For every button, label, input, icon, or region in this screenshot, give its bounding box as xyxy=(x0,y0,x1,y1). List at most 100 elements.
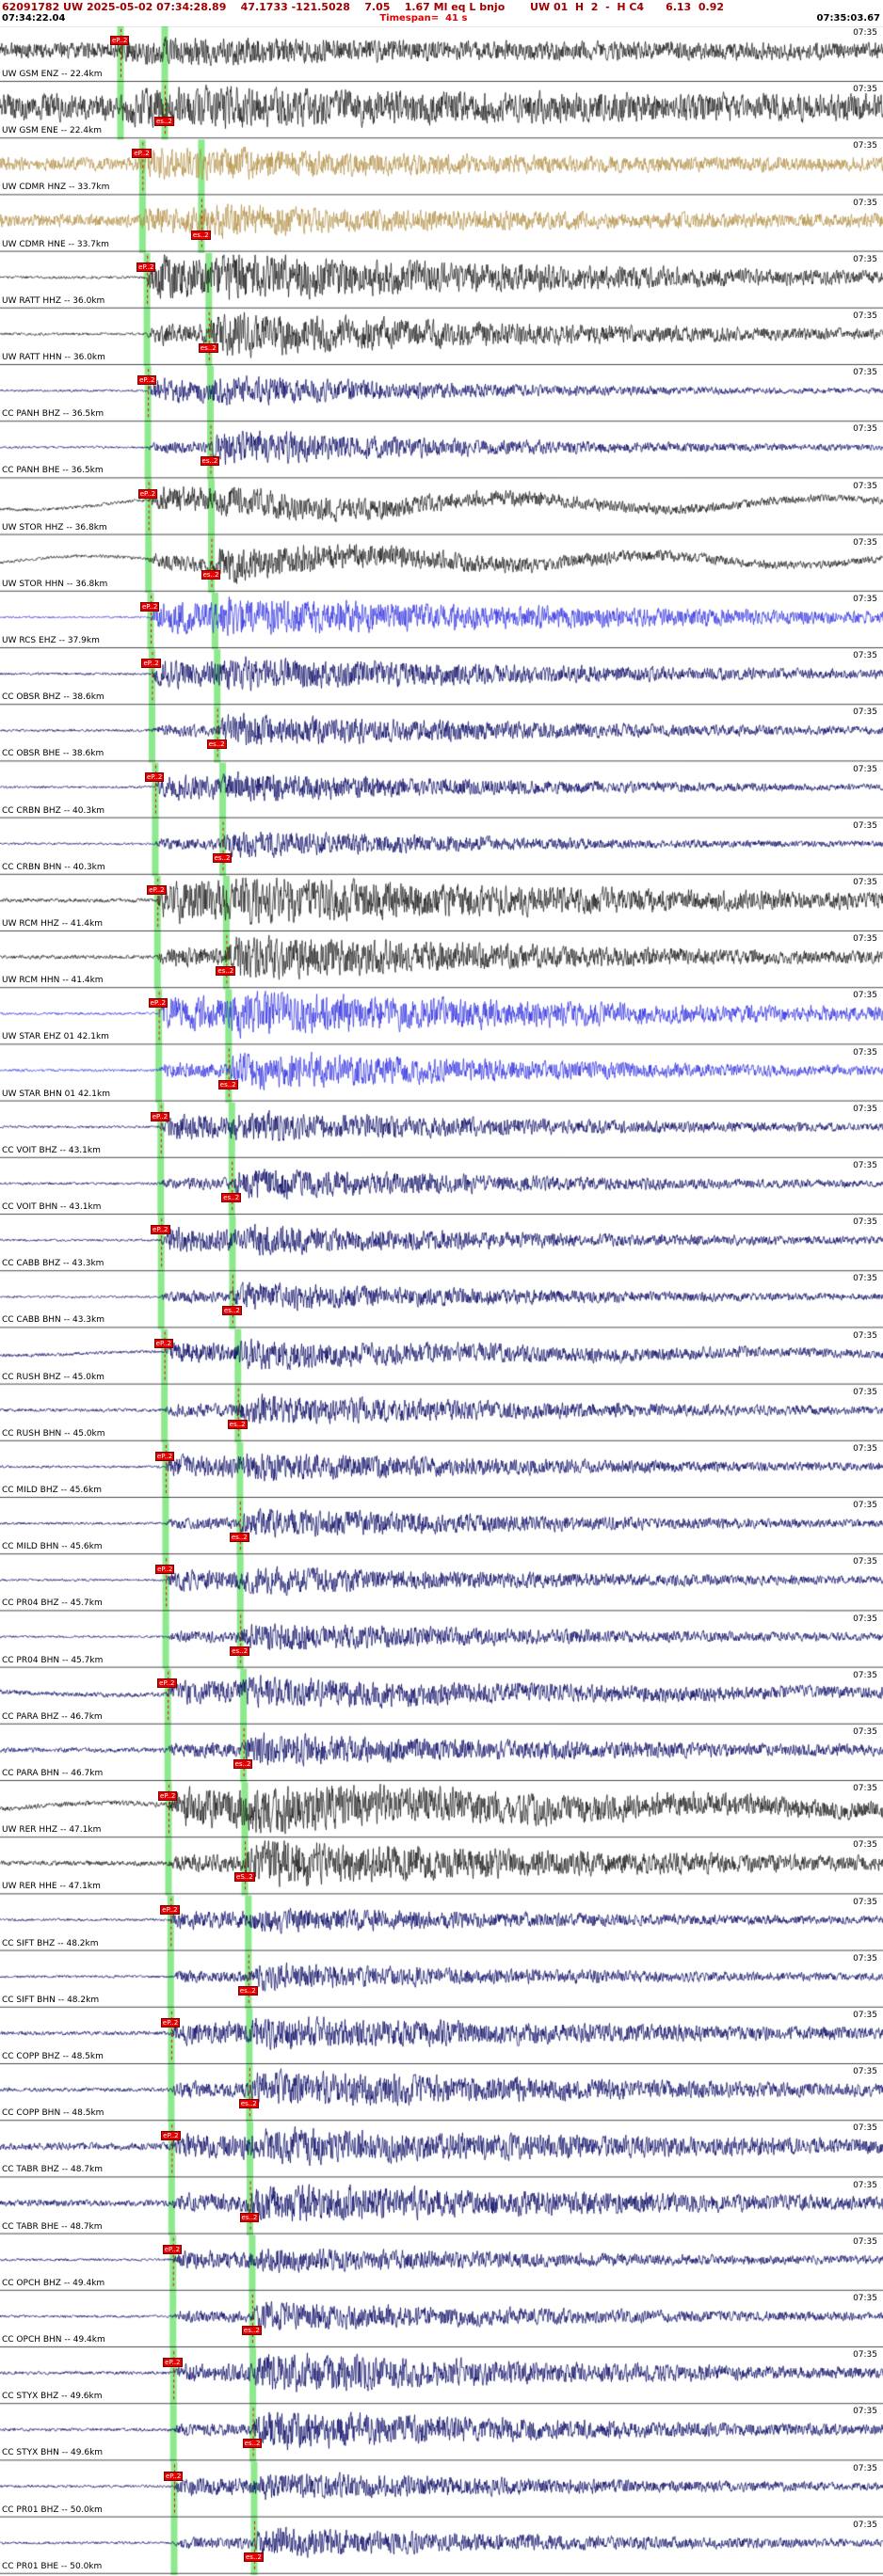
trace-row[interactable]: 07:35 CC OPCH BHN -- 49.4km es..2 xyxy=(0,2292,883,2348)
trace-row[interactable]: 07:35 UW RCM HHZ -- 41.4km eP..2 xyxy=(0,876,883,932)
pick-marker[interactable]: es..2 xyxy=(243,2552,264,2562)
row-time-label: 07:35 xyxy=(853,1727,877,1737)
pick-marker[interactable]: es..2 xyxy=(227,1419,248,1429)
pick-marker[interactable]: eP..2 xyxy=(136,262,156,272)
channel-label: CC CABB BHZ -- 43.3km xyxy=(2,1259,104,1269)
pick-marker[interactable]: eP..2 xyxy=(137,488,158,499)
trace-row[interactable]: 07:35 CC VOIT BHZ -- 43.1km eP..2 xyxy=(0,1103,883,1159)
trace-row[interactable]: 07:35 CC COPP BHN -- 48.5km es..2 xyxy=(0,2065,883,2122)
trace-row[interactable]: 07:35 CC SIFT BHN -- 48.2km es..2 xyxy=(0,1952,883,2009)
trace-row[interactable]: 07:35 CC RUSH BHZ -- 45.0km eP..2 xyxy=(0,1329,883,1386)
trace-row[interactable]: 07:35 CC MILD BHN -- 45.6km es..2 xyxy=(0,1499,883,1555)
pick-marker[interactable]: es..2 xyxy=(206,739,227,750)
trace-row[interactable]: 07:35 CC CRBN BHZ -- 40.3km eP..2 xyxy=(0,763,883,819)
pick-marker[interactable]: es..2 xyxy=(154,117,174,127)
trace-row[interactable]: 07:35 CC MILD BHZ -- 45.6km eP..2 xyxy=(0,1442,883,1499)
pick-marker[interactable]: eP..2 xyxy=(110,36,130,45)
trace-row[interactable]: 07:35 CC PANH BHE -- 36.5km es..2 xyxy=(0,422,883,479)
trace-row[interactable]: 07:35 CC VOIT BHN -- 43.1km es..2 xyxy=(0,1159,883,1216)
pick-marker[interactable]: es..2 xyxy=(238,2099,259,2109)
pick-marker[interactable]: eP..2 xyxy=(163,2471,184,2481)
pick-marker[interactable]: eP..2 xyxy=(141,659,161,669)
pick-marker[interactable]: es..2 xyxy=(241,2326,262,2335)
trace-row[interactable]: 07:35 UW CDMR HNE -- 33.7km es..2 xyxy=(0,197,883,253)
pick-marker[interactable]: es..2 xyxy=(190,230,211,240)
trace-row[interactable]: 07:35 CC PANH BHZ -- 36.5km eP..2 xyxy=(0,366,883,422)
pick-marker[interactable]: es..2 xyxy=(221,1306,242,1316)
pick-marker[interactable]: eS..2 xyxy=(234,1872,255,1883)
trace-row[interactable]: 07:35 CC PR01 BHZ -- 50.0km eP..2 xyxy=(0,2462,883,2519)
trace-row[interactable]: 07:35 CC OBSR BHZ -- 38.6km eP..2 xyxy=(0,649,883,706)
pick-marker[interactable]: eP..2 xyxy=(137,375,157,386)
pick-marker[interactable]: es..2 xyxy=(217,1079,238,1089)
pick-marker[interactable]: eP..2 xyxy=(161,2131,181,2141)
trace-row[interactable]: 07:35 CC CRBN BHN -- 40.3km es..2 xyxy=(0,819,883,876)
channel-label: CC MILD BHN -- 45.6km xyxy=(2,1542,103,1552)
trace-row[interactable]: 07:35 CC STYX BHN -- 49.6km es..2 xyxy=(0,2405,883,2461)
pick-marker[interactable]: eP..2 xyxy=(154,1452,175,1461)
trace-row[interactable]: 07:35 UW CDMR HNZ -- 33.7km eP..2 xyxy=(0,139,883,196)
pick-marker[interactable]: eP..2 xyxy=(160,2018,181,2027)
trace-row[interactable]: 07:35 UW STAR BHN 01 42.1km es..2 xyxy=(0,1046,883,1103)
pick-marker[interactable]: es..2 xyxy=(229,1533,249,1543)
trace-row[interactable]: 07:35 UW RATT HHN -- 36.0km es..2 xyxy=(0,310,883,366)
trace-row[interactable]: 07:35 CC CABB BHN -- 43.3km es..2 xyxy=(0,1272,883,1328)
trace-row[interactable]: 07:35 CC RUSH BHN -- 45.0km es..2 xyxy=(0,1386,883,1442)
pick-marker[interactable]: eP..2 xyxy=(162,2244,183,2254)
pick-marker[interactable]: eP..2 xyxy=(163,2358,183,2368)
pick-marker[interactable]: es..2 xyxy=(221,1193,242,1202)
pick-marker[interactable]: eP..2 xyxy=(132,149,152,159)
pick-marker[interactable]: es..2 xyxy=(212,852,233,863)
time-window-bar: 07:34:22.04 Timespan= 41 s 07:35:03.67 xyxy=(0,13,883,25)
trace-row[interactable]: 07:35 CC PR01 BHE -- 50.0km es..2 xyxy=(0,2519,883,2575)
pick-marker[interactable]: es..2 xyxy=(200,456,220,467)
channel-label: CC CRBN BHZ -- 40.3km xyxy=(2,805,105,816)
trace-row[interactable]: 07:35 CC STYX BHZ -- 49.6km eP..2 xyxy=(0,2348,883,2405)
pick-marker[interactable]: eP..2 xyxy=(158,1791,178,1802)
trace-row[interactable]: 07:35 UW RER HHZ -- 47.1km eP..2 xyxy=(0,1782,883,1838)
trace-row[interactable]: 07:35 CC PARA BHN -- 46.7km es..2 xyxy=(0,1725,883,1782)
channel-label: UW GSM ENE -- 22.4km xyxy=(2,126,103,136)
trace-row[interactable]: 07:35 UW GSM ENE -- 22.4km es..2 xyxy=(0,83,883,139)
trace-row[interactable]: 07:35 UW GSM ENZ -- 22.4km eP..2 xyxy=(0,26,883,83)
trace-row[interactable]: 07:35 CC OBSR BHE -- 38.6km es..2 xyxy=(0,706,883,762)
pick-marker[interactable]: es..2 xyxy=(233,1759,253,1769)
pick-marker[interactable]: es..2 xyxy=(239,2212,260,2222)
row-time-label: 07:35 xyxy=(853,1217,877,1228)
pick-marker[interactable]: eP..2 xyxy=(140,602,160,612)
pick-marker[interactable]: es..2 xyxy=(201,569,221,580)
pick-marker[interactable]: eP..2 xyxy=(151,1225,170,1235)
trace-row[interactable]: 07:35 CC TABR BHE -- 48.7km es..2 xyxy=(0,2179,883,2235)
trace-row[interactable]: 07:35 UW RCM HHN -- 41.4km es..2 xyxy=(0,932,883,989)
trace-row[interactable]: 07:35 CC OPCH BHZ -- 49.4km eP..2 xyxy=(0,2235,883,2292)
trace-row[interactable]: 07:35 UW STOR HHN -- 36.8km es..2 xyxy=(0,536,883,593)
pick-marker[interactable]: eP..2 xyxy=(157,1678,177,1688)
trace-row[interactable]: 07:35 CC CABB BHZ -- 43.3km eP..2 xyxy=(0,1216,883,1272)
pick-marker[interactable]: eP..2 xyxy=(155,1565,175,1575)
pick-marker[interactable]: es..2 xyxy=(237,1985,258,1996)
pick-marker[interactable]: eP..2 xyxy=(153,1338,173,1348)
pick-marker[interactable]: eP..2 xyxy=(150,1111,170,1121)
trace-row[interactable]: 07:35 CC SIFT BHZ -- 48.2km eP..2 xyxy=(0,1896,883,1952)
row-time-label: 07:35 xyxy=(853,2350,877,2361)
trace-row[interactable]: 07:35 CC TABR BHZ -- 48.7km eP..2 xyxy=(0,2122,883,2178)
trace-row[interactable]: 07:35 UW STAR EHZ 01 42.1km eP..2 xyxy=(0,989,883,1045)
trace-row[interactable]: 07:35 CC PR04 BHZ -- 45.7km eP..2 xyxy=(0,1555,883,1612)
trace-row[interactable]: 07:35 UW RER HHE -- 47.1km eS..2 xyxy=(0,1838,883,1895)
trace-row[interactable]: 07:35 CC PR04 BHN -- 45.7km es..2 xyxy=(0,1613,883,1669)
pick-marker[interactable]: eP..2 xyxy=(147,885,167,895)
trace-row[interactable]: 07:35 CC COPP BHZ -- 48.5km eP..2 xyxy=(0,2009,883,2065)
channel-label: UW STOR HHZ -- 36.8km xyxy=(2,522,107,533)
trace-row[interactable]: 07:35 CC PARA BHZ -- 46.7km eP..2 xyxy=(0,1669,883,1725)
pick-marker[interactable]: es..2 xyxy=(216,966,236,977)
trace-row[interactable]: 07:35 UW STOR HHZ -- 36.8km eP..2 xyxy=(0,480,883,536)
pick-marker[interactable]: es..2 xyxy=(230,1646,250,1656)
pick-marker[interactable]: eP..2 xyxy=(148,998,169,1009)
pick-marker[interactable]: es..2 xyxy=(242,2439,263,2449)
trace-row[interactable]: 07:35 UW RATT HHZ -- 36.0km eP..2 xyxy=(0,253,883,310)
pick-marker[interactable]: eP..2 xyxy=(144,771,165,782)
pick-marker[interactable]: eP..2 xyxy=(160,1904,180,1915)
trace-row[interactable]: 07:35 UW RCS EHZ -- 37.9km eP..2 xyxy=(0,593,883,649)
pick-marker[interactable]: es..2 xyxy=(198,343,218,353)
